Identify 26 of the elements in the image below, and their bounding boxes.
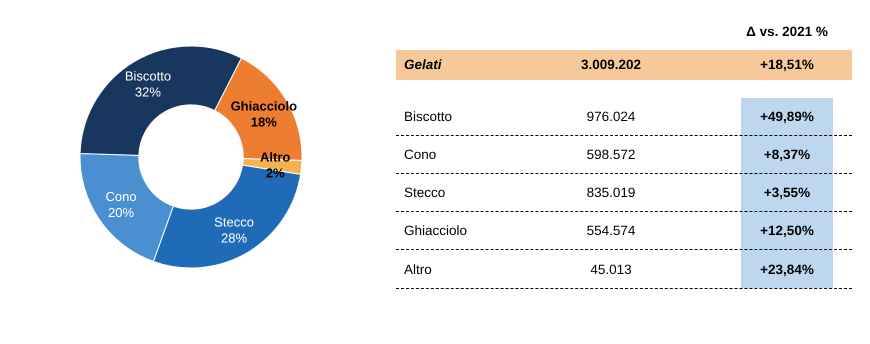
text: +3,55% (762, 184, 812, 200)
data-label: 32% (134, 84, 162, 100)
text: 976.024 (586, 108, 636, 124)
data-label: 28% (221, 230, 248, 246)
text: +12,50% (759, 222, 815, 238)
text: 45.013 (589, 262, 633, 276)
text: +8,37% (762, 146, 812, 162)
text: +23,84% (759, 262, 815, 276)
data-label: 20% (108, 205, 134, 220)
slice-label: Stecco (214, 214, 254, 230)
text: +49,89% (759, 108, 815, 124)
data-label: 18% (250, 114, 278, 130)
text: 598.572 (586, 146, 636, 162)
text: +18,51% (759, 57, 815, 72)
text: 835.019 (586, 184, 636, 200)
slice-label: Biscotto (124, 68, 172, 84)
text: Biscotto (404, 108, 452, 124)
text: 554.574 (586, 222, 636, 238)
text: Stecco (404, 184, 446, 200)
text: Cono (404, 146, 436, 162)
text: 3.009.202 (580, 57, 642, 72)
text: Δ vs. 2021 % (745, 24, 829, 39)
text: Altro (404, 262, 432, 276)
text: Ghiacciolo (404, 222, 468, 238)
text: Gelati (404, 57, 442, 72)
slice-label: Cono (106, 189, 137, 204)
